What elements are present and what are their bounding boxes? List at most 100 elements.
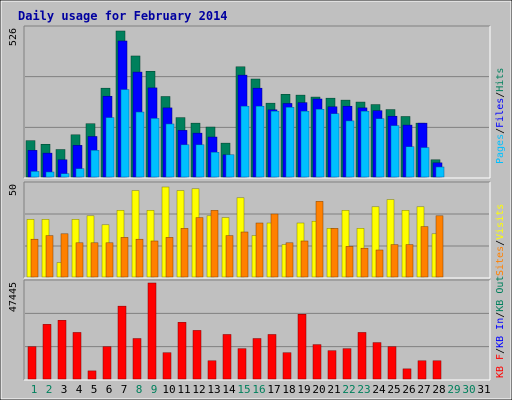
pages-bar xyxy=(195,144,205,178)
pages-bar xyxy=(90,150,100,178)
kbf-bar xyxy=(372,342,382,380)
x-tick-label: 26 xyxy=(402,383,415,396)
sites-bar xyxy=(330,228,339,278)
sites-bar xyxy=(360,247,369,278)
legend-hits-files-pages: Pages/Files/Hits xyxy=(495,68,506,164)
kbf-bar xyxy=(222,334,232,380)
kbf-bar xyxy=(117,305,127,380)
sites-bar xyxy=(75,242,84,278)
kbf-bar xyxy=(267,334,277,380)
x-tick-label: 8 xyxy=(136,383,143,396)
legend-entry: / xyxy=(495,240,506,246)
legend-sites-visits: Sites/Visits xyxy=(495,204,506,276)
legend-entry: KB In xyxy=(495,318,506,348)
kbf-bar xyxy=(297,314,307,380)
sites-bar xyxy=(195,217,204,278)
kbf-bar xyxy=(207,360,217,380)
x-tick-label: 25 xyxy=(387,383,400,396)
sites-bar xyxy=(105,242,114,278)
pages-bar xyxy=(330,113,340,178)
kbf-bar xyxy=(72,332,82,380)
pages-bar xyxy=(390,125,400,178)
x-tick-label: 10 xyxy=(162,383,175,396)
pages-bar xyxy=(75,168,85,178)
legend-entry: KB Out xyxy=(495,276,506,312)
legend-entry: / xyxy=(495,312,506,318)
x-tick-label: 17 xyxy=(267,383,280,396)
kbf-bar xyxy=(312,344,322,380)
sites-bar xyxy=(30,238,39,278)
kbf-bar xyxy=(192,330,202,380)
kbf-bar xyxy=(42,324,52,380)
sites-bar xyxy=(45,235,54,278)
sites-bar xyxy=(345,246,354,278)
kbf-bar xyxy=(102,346,112,380)
sites-bar xyxy=(420,226,429,278)
legend-entry: Visits xyxy=(495,204,506,240)
x-tick-label: 30 xyxy=(462,383,475,396)
sites-bar xyxy=(135,238,144,278)
kbytes-ymax-label: 47445 xyxy=(8,282,19,312)
kbf-bar xyxy=(237,348,247,380)
x-tick-label: 2 xyxy=(46,383,53,396)
sites-bar xyxy=(435,215,444,278)
pages-bar xyxy=(255,105,265,178)
pages-bar xyxy=(165,123,175,178)
visits-bar xyxy=(386,199,395,278)
sites-bar xyxy=(210,210,219,278)
pages-bar xyxy=(45,171,55,178)
pages-bar xyxy=(315,109,325,178)
pages-bar xyxy=(435,166,445,178)
pages-bar xyxy=(285,107,295,178)
x-tick-label: 19 xyxy=(297,383,310,396)
visits-bar xyxy=(401,210,410,278)
sites-bar xyxy=(165,237,174,278)
sites-bar xyxy=(255,222,264,278)
pages-bar xyxy=(105,117,115,178)
x-tick-label: 21 xyxy=(327,383,340,396)
sites-bar xyxy=(270,213,279,278)
kbf-bar xyxy=(147,282,157,380)
x-tick-label: 14 xyxy=(222,383,236,396)
legend-entry: Hits xyxy=(495,68,506,92)
sites-bar xyxy=(390,244,399,278)
x-axis-labels: 1 2 3 4 5 6 7 8 9 10 11 12 13 14 15 16 17 18 19 20 21 22 23 24 2… xyxy=(31,383,491,396)
hits-ymax-label: 526 xyxy=(8,28,19,46)
sites-bar xyxy=(120,237,129,278)
pages-bar xyxy=(150,118,160,178)
legend-entry: / xyxy=(495,348,506,354)
kbf-bar xyxy=(87,370,97,380)
kbf-bar xyxy=(162,352,172,380)
kbf-bar xyxy=(57,320,67,380)
x-tick-label: 6 xyxy=(106,383,113,396)
pages-bar xyxy=(210,152,220,178)
pages-bar xyxy=(225,154,235,178)
visits-bar xyxy=(161,186,170,278)
x-tick-label: 15 xyxy=(237,383,250,396)
legend-entry: / xyxy=(495,92,506,98)
x-tick-label: 24 xyxy=(372,383,386,396)
sites-bar xyxy=(285,242,294,278)
kbf-bar xyxy=(27,346,37,380)
sites-bar xyxy=(180,228,189,278)
sites-bar xyxy=(240,231,249,278)
pages-bar xyxy=(135,111,145,178)
pages-bar xyxy=(60,173,70,178)
chart-title: Daily usage for February 2014 xyxy=(18,9,228,23)
x-tick-label: 11 xyxy=(177,383,190,396)
chart-panels: 526 50 47445 xyxy=(8,25,491,381)
x-tick-label: 29 xyxy=(447,383,460,396)
kbf-bar xyxy=(417,360,427,380)
x-tick-label: 22 xyxy=(342,383,355,396)
pages-bar xyxy=(30,171,40,178)
kbf-bar xyxy=(177,322,187,380)
x-tick-label: 1 xyxy=(31,383,38,396)
pages-bar xyxy=(405,146,415,178)
kbf-bar xyxy=(327,350,337,380)
visits-bar xyxy=(371,206,380,278)
kbf-bar xyxy=(402,368,412,380)
legend-entry: Files xyxy=(495,98,506,128)
x-tick-label: 7 xyxy=(121,383,128,396)
